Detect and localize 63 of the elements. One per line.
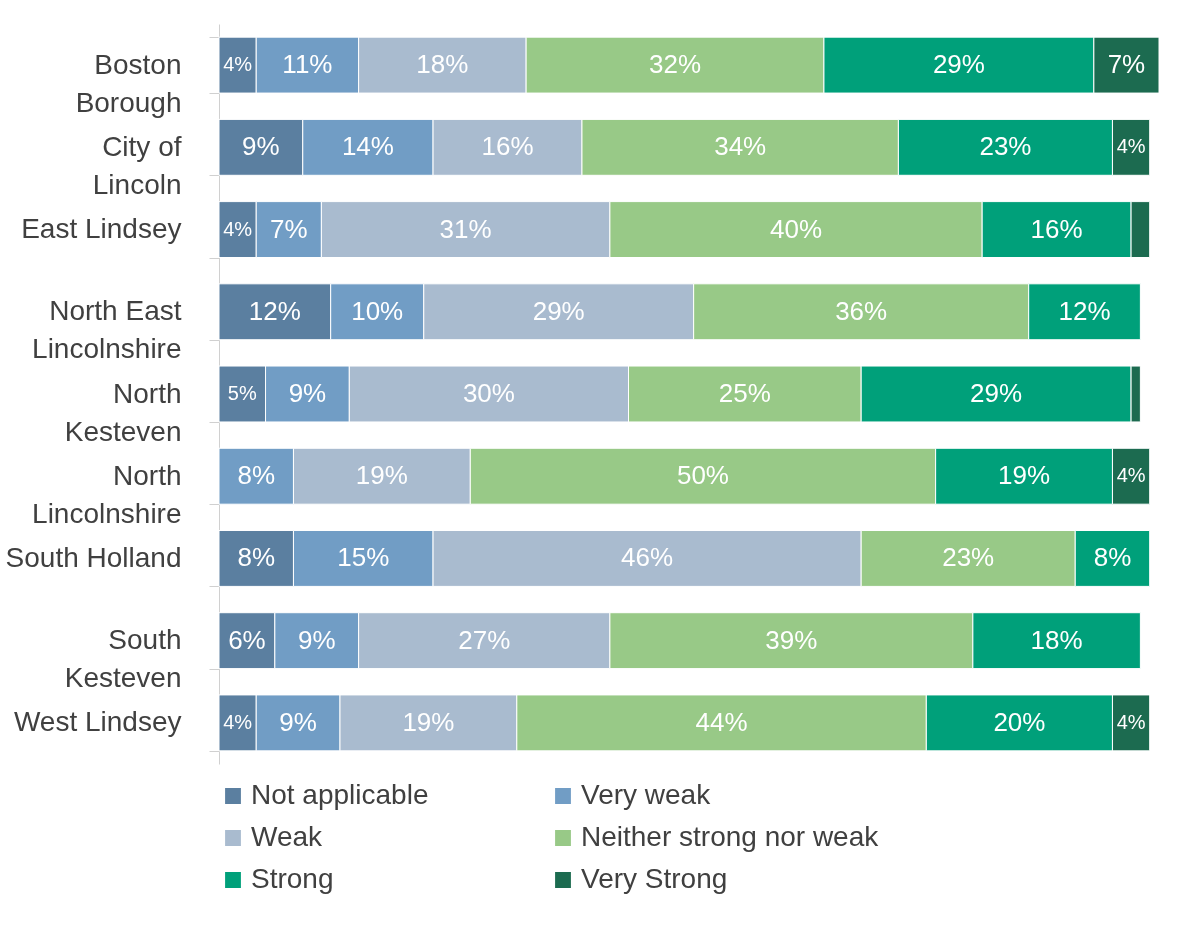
data-label: 19% [402,706,455,737]
y-tick-label: West Lindsey [13,706,182,738]
y-tick-label: North East Lincolnshire [32,295,182,365]
data-label: 6% [228,624,266,655]
legend-label: Weak [251,821,324,852]
data-label: 9% [297,624,336,655]
data-label: 8% [237,542,276,573]
data-label: 30% [462,378,515,408]
data-label: 31% [439,213,492,244]
data-label: 50% [676,460,729,491]
data-label: 46% [621,542,674,573]
data-label: 4% [1116,135,1146,158]
data-label: 9% [242,131,280,162]
data-label: 16% [481,131,534,162]
data-label: 40% [770,213,823,244]
data-label: 9% [288,378,327,408]
data-label: 7% [270,213,308,244]
y-tick-label: Boston Borough [75,48,182,118]
data-label: 8% [237,460,276,491]
legend-label: Very weak [581,779,712,810]
y-tick-label: South Kesteven [64,624,182,694]
data-label: 27% [458,624,511,655]
data-label: 29% [932,49,985,80]
data-label: 4% [223,710,253,733]
y-tick-label: North Lincolnshire [32,459,182,529]
data-label: 34% [714,131,767,162]
legend-label: Strong [251,863,334,894]
data-label: 4% [223,217,253,240]
data-label: 36% [835,295,888,326]
y-tick-label: East Lindsey [21,213,182,245]
y-tick-label: City of Lincoln [92,130,182,200]
data-label: 4% [223,53,253,76]
data-label: 12% [248,295,301,326]
data-label: 11% [282,49,333,80]
data-label: 39% [765,624,818,655]
data-label: 8% [1093,542,1132,573]
data-label: 19% [355,460,408,491]
data-label: 23% [979,131,1032,162]
data-label: 7% [1107,49,1146,80]
data-label: 19% [998,460,1051,491]
data-label: 15% [337,542,390,573]
data-label: 16% [1030,213,1083,244]
data-label: 25% [718,378,771,408]
data-label: 18% [1030,624,1083,655]
data-label: 4% [1116,464,1146,487]
data-label: 5% [227,382,257,404]
data-label: 18% [416,49,469,80]
data-label: 14% [341,131,394,162]
legend-label: Very Strong [581,863,728,894]
data-label: 29% [532,295,585,326]
data-label: 12% [1058,295,1111,326]
data-label: 20% [993,706,1046,737]
data-label: 4% [1116,710,1146,733]
data-label: 44% [695,706,748,737]
data-label: 10% [351,295,404,326]
data-label: 29% [970,378,1023,408]
y-tick-label: South Holland [5,541,182,573]
data-label: 23% [942,542,995,573]
y-tick-label: North Kesteven [64,377,182,447]
data-label: 9% [279,706,317,737]
legend-label: Neither strong nor weak [581,821,880,852]
data-label: 32% [649,49,702,80]
legend-label: Not applicable [251,779,429,810]
